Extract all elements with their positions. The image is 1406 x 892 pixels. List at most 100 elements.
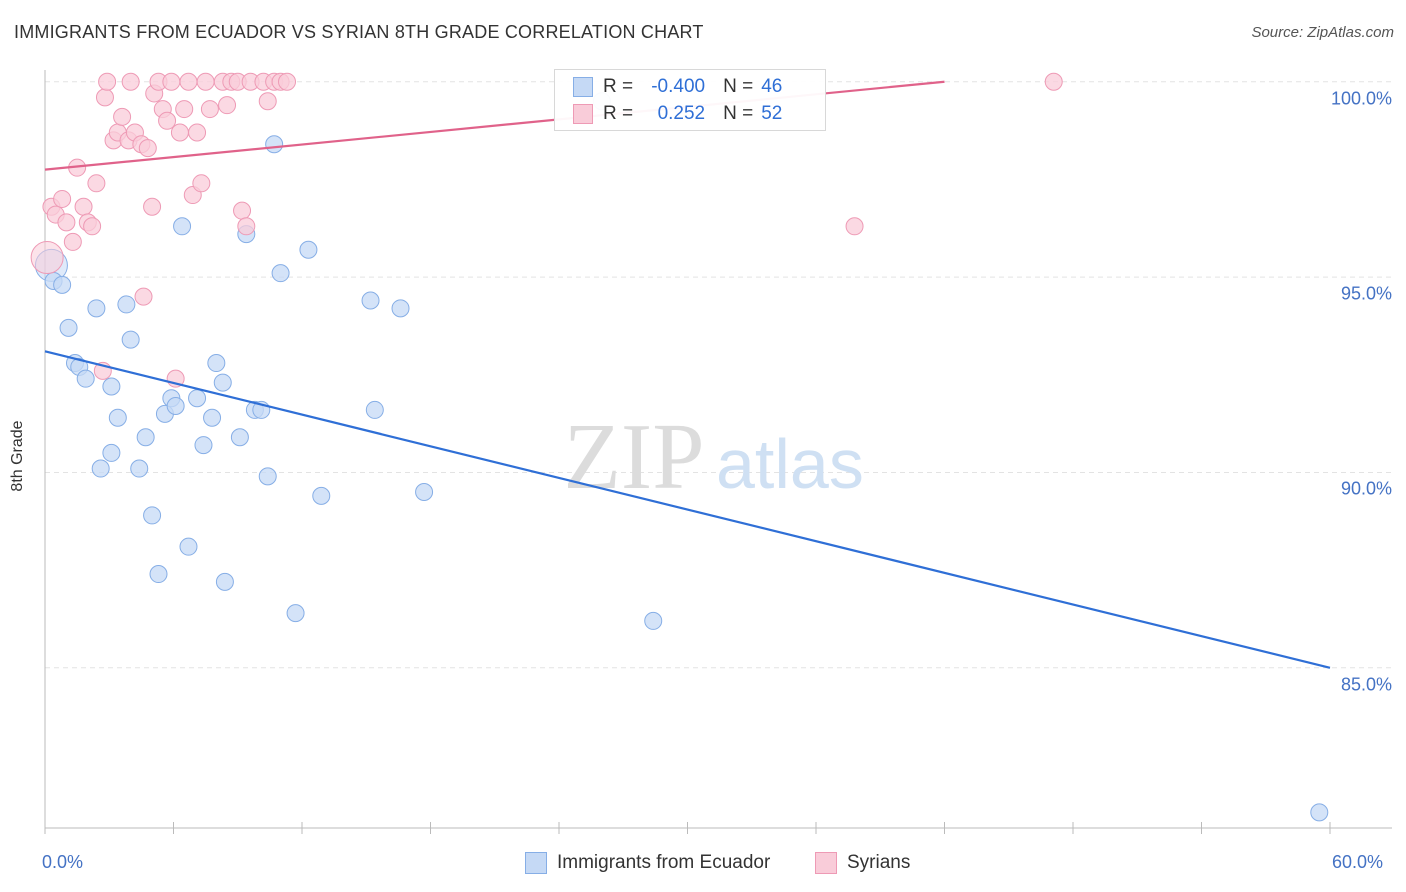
ecuador-point <box>258 467 277 486</box>
ecuador-point <box>365 400 384 419</box>
ecuador-point <box>361 291 380 310</box>
syrians-point <box>278 72 297 91</box>
stats-row-syrians: R = 0.252 N = 52 <box>573 102 782 126</box>
ecuador-point <box>173 217 192 236</box>
axis-layer <box>44 70 1392 834</box>
ecuador-n-label: N = <box>723 76 754 97</box>
y-tick-label: 85.0% <box>1340 674 1392 695</box>
syrians-point <box>30 241 64 275</box>
ecuador-point <box>102 443 121 462</box>
syrians-point <box>74 197 93 216</box>
chart-title: IMMIGRANTS FROM ECUADOR VS SYRIAN 8TH GR… <box>14 22 704 42</box>
syrians-swatch <box>573 104 593 124</box>
stats-box: R = -0.400 N = 46 R = 0.252 N = 52 <box>554 69 826 131</box>
ecuador-trend-line <box>44 350 1331 669</box>
syrians-point <box>113 107 132 126</box>
syrians-point <box>57 213 76 232</box>
ecuador-point <box>194 436 213 455</box>
trend-layer <box>44 80 1331 669</box>
legend-syrians-swatch <box>815 852 837 874</box>
syrians-r-value: 0.252 <box>657 103 706 124</box>
ecuador-point <box>230 428 249 447</box>
watermark: ZIP atlas <box>564 405 864 509</box>
legend-ecuador-label: Immigrants from Ecuador <box>557 852 771 873</box>
ecuador-swatch <box>573 77 593 97</box>
y-tick-label: 90.0% <box>1340 478 1392 499</box>
syrians-point <box>134 287 153 306</box>
y-tick-label: 100.0% <box>1330 88 1392 109</box>
legend-item-ecuador[interactable]: Immigrants from Ecuador <box>525 852 770 874</box>
source-attribution: Source: ZipAtlas.com <box>1251 24 1394 41</box>
syrians-point <box>138 139 157 158</box>
syrians-point <box>143 197 162 216</box>
syrians-point <box>179 72 198 91</box>
ecuador-point <box>299 240 318 259</box>
x-tick-label: 60.0% <box>1332 852 1384 872</box>
syrians-point <box>98 72 117 91</box>
ecuador-point <box>286 604 305 623</box>
syrians-n-value: 52 <box>761 103 783 124</box>
ecuador-point <box>143 506 162 525</box>
ecuador-point <box>1310 803 1329 822</box>
syrians-point <box>83 217 102 236</box>
syrians-point <box>95 88 114 107</box>
stats-row-ecuador: R = -0.400 N = 46 <box>573 75 782 99</box>
syrians-point <box>192 174 211 193</box>
ecuador-point <box>415 482 434 501</box>
ecuador-point <box>215 572 234 591</box>
ecuador-point <box>108 408 127 427</box>
ecuador-point <box>213 373 232 392</box>
watermark-zip: ZIP <box>564 405 705 509</box>
ecuador-point <box>91 459 110 478</box>
ecuador-point <box>166 397 185 416</box>
ecuador-r-label: R = <box>603 76 634 97</box>
ecuador-point <box>136 428 155 447</box>
syrians-point <box>170 123 189 142</box>
watermark-atlas: atlas <box>716 425 864 503</box>
ecuador-point <box>102 377 121 396</box>
points-layer <box>30 72 1329 822</box>
legend-item-syrians[interactable]: Syrians <box>815 852 910 874</box>
ecuador-point <box>179 537 198 556</box>
ecuador-point <box>53 275 72 294</box>
ecuador-point <box>130 459 149 478</box>
syrians-point <box>237 217 256 236</box>
ecuador-point <box>271 264 290 283</box>
ecuador-point <box>265 135 284 154</box>
ecuador-point <box>149 565 168 584</box>
ecuador-point <box>207 354 226 373</box>
syrians-n-label: N = <box>723 103 754 124</box>
grid-layer <box>45 81 1392 669</box>
syrians-point <box>162 72 181 91</box>
ecuador-point <box>203 408 222 427</box>
ecuador-r-value: -0.400 <box>651 76 706 97</box>
ecuador-point <box>76 369 95 388</box>
syrians-point <box>233 201 252 220</box>
y-tick-label: 95.0% <box>1340 283 1392 304</box>
x-tick-label: 0.0% <box>42 852 84 872</box>
syrians-point <box>87 174 106 193</box>
syrians-r-label: R = <box>603 103 634 124</box>
syrians-point <box>196 72 215 91</box>
ecuador-point <box>644 611 663 630</box>
ecuador-n-value: 46 <box>761 76 783 97</box>
ecuador-point <box>87 299 106 318</box>
syrians-point <box>175 100 194 119</box>
ecuador-point <box>391 299 410 318</box>
ecuador-point <box>312 486 331 505</box>
syrians-point <box>258 92 277 111</box>
syrians-point <box>200 100 219 119</box>
syrians-point <box>1044 72 1063 91</box>
syrians-point <box>53 189 72 208</box>
ecuador-point <box>188 389 207 408</box>
legend-ecuador-swatch <box>525 852 547 874</box>
ecuador-point <box>121 330 140 349</box>
syrians-point <box>188 123 207 142</box>
syrians-point <box>158 111 177 130</box>
syrians-point <box>218 96 237 115</box>
syrians-point <box>63 232 82 251</box>
ecuador-point <box>59 318 78 337</box>
syrians-point <box>121 72 140 91</box>
syrians-point <box>845 217 864 236</box>
